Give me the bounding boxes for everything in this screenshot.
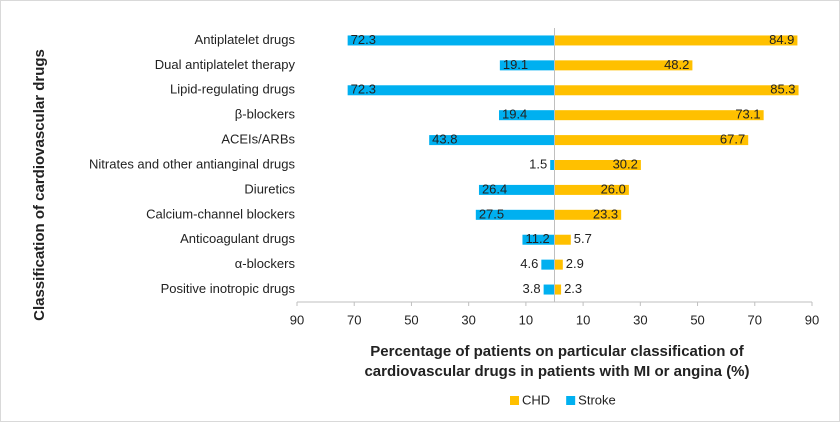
value-label: 48.2 <box>664 57 689 72</box>
bar <box>554 35 798 46</box>
x-tick-label: 90 <box>290 312 304 327</box>
bar <box>554 284 562 295</box>
bar <box>554 184 629 195</box>
bar <box>478 184 555 195</box>
bar <box>554 234 571 245</box>
value-label: 19.4 <box>502 107 527 122</box>
y-tick-label: Diuretics <box>244 181 295 196</box>
value-label: 23.3 <box>593 206 618 221</box>
y-tick-label: α-blockers <box>235 256 296 271</box>
value-label: 2.9 <box>566 256 584 271</box>
y-tick-label: Dual antiplatelet therapy <box>155 57 296 72</box>
x-tick-label: 70 <box>347 312 361 327</box>
bar <box>347 35 555 46</box>
x-tick-label: 30 <box>633 312 647 327</box>
value-label: 11.2 <box>525 231 549 246</box>
value-label: 67.7 <box>720 132 745 147</box>
value-label: 1.5 <box>529 156 547 171</box>
value-label: 4.6 <box>520 256 538 271</box>
y-tick-label: Antiplatelet drugs <box>195 32 296 47</box>
bar <box>475 209 555 220</box>
bar <box>347 85 555 96</box>
y-tick-label: Nitrates and other antianginal drugs <box>89 156 295 171</box>
bar <box>522 234 555 245</box>
bar <box>554 110 764 121</box>
value-label: 27.5 <box>479 206 504 221</box>
y-tick-label: β-blockers <box>235 107 296 122</box>
legend-label: CHD <box>522 392 550 407</box>
bar <box>554 209 622 220</box>
bar <box>499 60 555 71</box>
y-tick-label: Positive inotropic drugs <box>161 281 296 296</box>
legend-swatch <box>566 396 576 405</box>
value-label: 19.1 <box>503 57 528 72</box>
value-label: 3.8 <box>523 281 541 296</box>
value-label: 30.2 <box>613 156 638 171</box>
legend-label: Stroke <box>578 392 616 407</box>
bar <box>554 160 641 170</box>
x-tick-label: 50 <box>690 312 704 327</box>
bar <box>541 259 555 270</box>
bar <box>554 85 799 96</box>
value-label: 84.9 <box>769 32 794 47</box>
x-tick-label: 90 <box>805 312 819 327</box>
x-tick-label: 30 <box>461 312 475 327</box>
x-axis-title: Percentage of patients on particular cla… <box>370 343 744 360</box>
value-label: 5.7 <box>574 231 592 246</box>
y-tick-label: ACEIs/ARBs <box>221 132 295 147</box>
x-tick-label: 70 <box>748 312 762 327</box>
value-label: 72.3 <box>351 82 376 97</box>
bar <box>543 284 555 295</box>
value-label: 26.4 <box>482 181 507 196</box>
y-tick-label: Calcium-channel blockers <box>146 206 295 221</box>
y-axis-title: Classification of cardiovascular drugs <box>31 49 48 321</box>
value-label: 73.1 <box>735 107 760 122</box>
value-label: 43.8 <box>432 132 457 147</box>
x-axis-title: cardiovascular drugs in patients with MI… <box>364 363 749 380</box>
bar <box>554 135 749 146</box>
y-tick-label: Lipid-regulating drugs <box>170 82 296 97</box>
value-label: 85.3 <box>770 82 795 97</box>
bar <box>550 160 555 170</box>
bar <box>429 135 555 146</box>
x-tick-label: 10 <box>519 312 533 327</box>
x-tick-label: 10 <box>576 312 590 327</box>
y-tick-label: Anticoagulant drugs <box>180 231 295 246</box>
value-label: 2.3 <box>564 281 582 296</box>
value-label: 26.0 <box>601 181 626 196</box>
bar <box>554 60 693 71</box>
bar <box>498 110 555 121</box>
value-label: 72.3 <box>351 32 376 47</box>
bar <box>554 259 563 270</box>
x-tick-label: 50 <box>404 312 418 327</box>
legend-swatch <box>510 396 519 405</box>
